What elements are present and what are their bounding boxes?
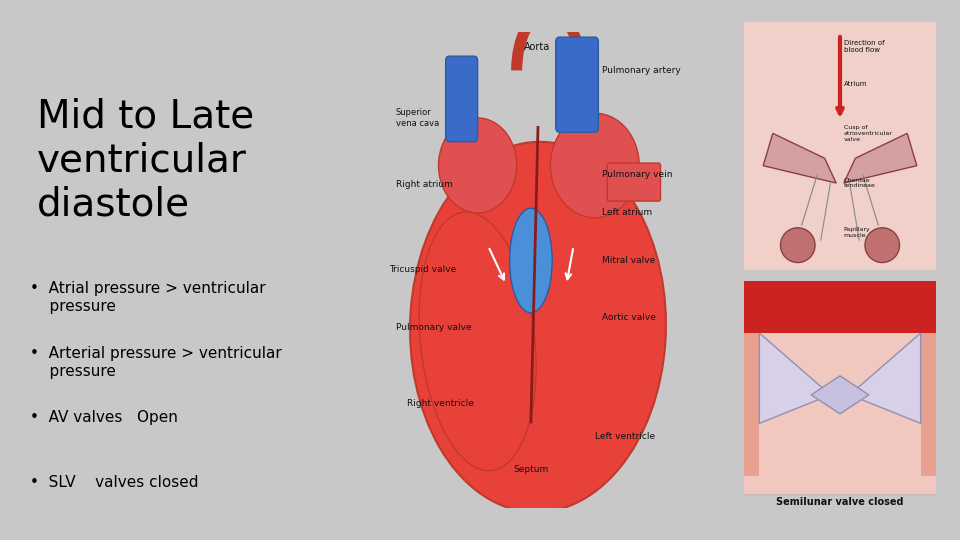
Ellipse shape — [865, 228, 900, 262]
Text: •  SLV    valves closed: • SLV valves closed — [30, 475, 198, 490]
Text: Chordae
tendineae: Chordae tendineae — [844, 178, 876, 188]
Text: Atrium: Atrium — [844, 80, 867, 87]
Text: Cusp of
atrioventricular
valve: Cusp of atrioventricular valve — [844, 125, 893, 141]
Text: Aorta: Aorta — [524, 42, 550, 52]
FancyBboxPatch shape — [740, 17, 940, 275]
Ellipse shape — [550, 113, 639, 218]
Text: Semilunar valve closed: Semilunar valve closed — [777, 497, 903, 507]
FancyBboxPatch shape — [744, 281, 936, 333]
Polygon shape — [850, 333, 921, 423]
Text: Pulmonary vein: Pulmonary vein — [602, 171, 672, 179]
FancyBboxPatch shape — [740, 276, 940, 495]
Polygon shape — [763, 133, 836, 183]
Text: Right atrium: Right atrium — [396, 180, 453, 189]
Text: Atrioventricular valve open: Atrioventricular valve open — [788, 290, 892, 299]
Ellipse shape — [439, 118, 516, 213]
Text: Papillary
muscle: Papillary muscle — [844, 227, 871, 238]
Text: Mid to Late
ventricular
diastole: Mid to Late ventricular diastole — [36, 97, 254, 223]
Text: Septum: Septum — [513, 465, 548, 474]
Text: Mitral valve: Mitral valve — [602, 256, 655, 265]
Ellipse shape — [780, 228, 815, 262]
Text: Right ventricle: Right ventricle — [407, 399, 473, 408]
Text: Tricuspid valve: Tricuspid valve — [389, 266, 456, 274]
FancyBboxPatch shape — [608, 163, 660, 201]
Text: •  Atrial pressure > ventricular
    pressure: • Atrial pressure > ventricular pressure — [30, 281, 265, 314]
Text: Left atrium: Left atrium — [602, 208, 652, 218]
Ellipse shape — [410, 142, 666, 512]
Text: Pulmonary artery: Pulmonary artery — [602, 66, 681, 75]
Ellipse shape — [510, 208, 552, 313]
Polygon shape — [811, 376, 869, 414]
Polygon shape — [844, 133, 917, 183]
Ellipse shape — [420, 212, 536, 471]
FancyBboxPatch shape — [921, 333, 936, 476]
Text: •  AV valves   Open: • AV valves Open — [30, 410, 178, 426]
Text: Direction of
blood flow: Direction of blood flow — [844, 40, 884, 53]
Text: Aortic valve: Aortic valve — [602, 313, 656, 322]
FancyBboxPatch shape — [744, 333, 759, 476]
FancyBboxPatch shape — [445, 56, 478, 141]
Text: Superior
vena cava: Superior vena cava — [396, 108, 439, 127]
Text: Left ventricle: Left ventricle — [595, 432, 655, 441]
Text: Pulmonary valve: Pulmonary valve — [396, 322, 471, 332]
FancyBboxPatch shape — [556, 37, 598, 132]
Polygon shape — [759, 333, 830, 423]
Text: •  Arterial pressure > ventricular
    pressure: • Arterial pressure > ventricular pressu… — [30, 346, 281, 379]
